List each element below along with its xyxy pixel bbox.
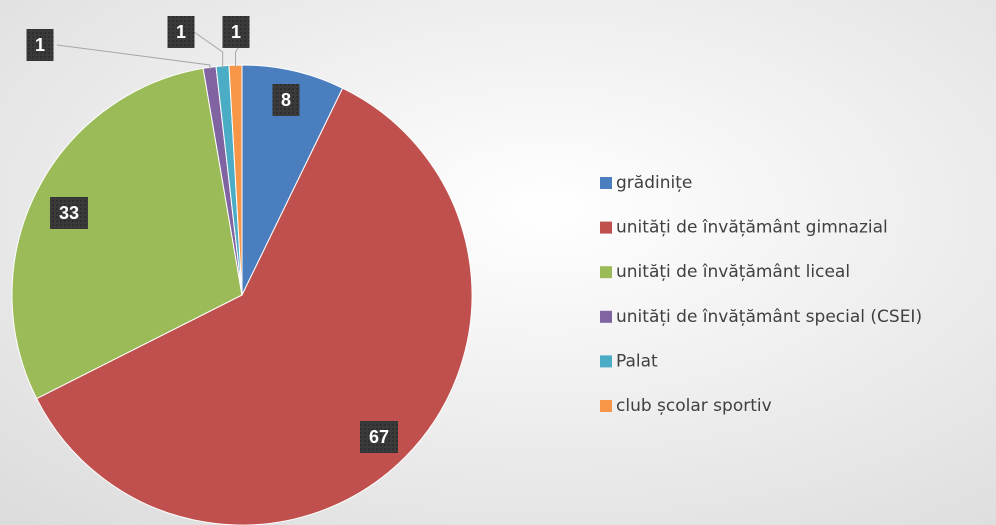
label-box: [167, 16, 195, 48]
legend: grădinițe unități de învățământ gimnazial…: [600, 173, 922, 416]
legend-swatch: [600, 177, 612, 189]
label-box: [272, 84, 300, 116]
label-box: [360, 421, 398, 453]
value-label: 8: [281, 90, 291, 110]
label-box: [50, 197, 88, 229]
value-label: 67: [369, 427, 389, 447]
value-label: 1: [176, 22, 186, 42]
value-label: 33: [59, 203, 79, 223]
legend-swatch: [600, 400, 612, 412]
legend-label: grădinițe: [616, 173, 692, 193]
value-label: 1: [231, 22, 241, 42]
leader-line: [56, 44, 211, 70]
label-box: [26, 29, 54, 61]
leader-line: [193, 31, 224, 68]
pie-slice: [35, 87, 473, 525]
label-box: [222, 16, 250, 48]
legend-swatch: [600, 310, 612, 323]
data-labels: 8 67 33 1 1 1: [26, 16, 398, 453]
legend-label: unități de învățământ liceal: [616, 262, 850, 282]
legend-label: unități de învățământ gimnazial: [616, 218, 888, 238]
legend-swatch: [600, 221, 612, 234]
pie-slice: [11, 67, 243, 400]
pie-slice: [241, 64, 344, 296]
legend-swatch: [600, 266, 612, 279]
legend-label: club școlar sportiv: [616, 396, 772, 416]
legend-swatch: [600, 355, 612, 368]
legend-label: unități de învățământ special (CSEI): [616, 307, 922, 327]
pie: [11, 64, 473, 525]
value-label: 1: [35, 35, 45, 55]
legend-label: Palat: [616, 351, 658, 371]
